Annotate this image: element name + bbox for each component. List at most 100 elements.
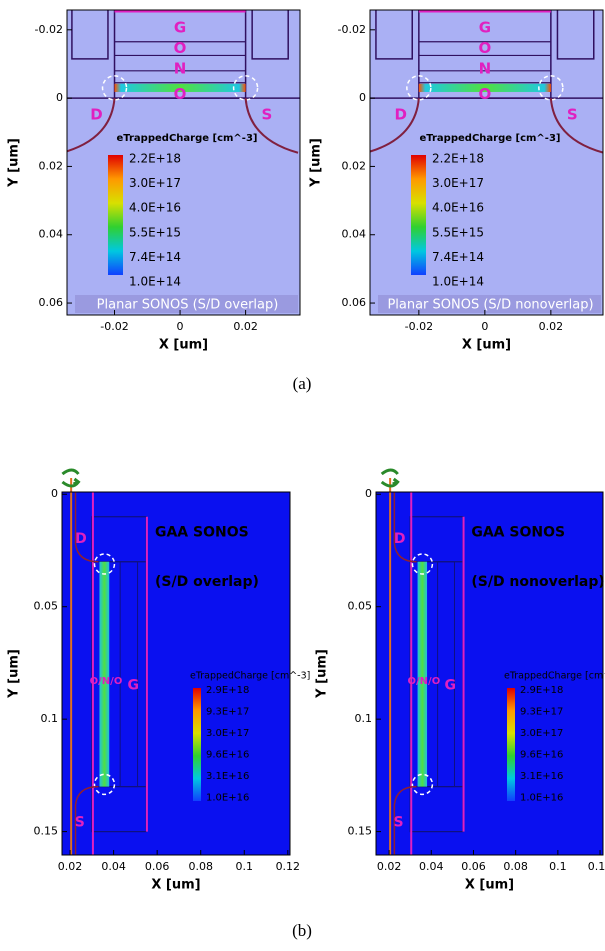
- y-tick-label: 0.04: [39, 228, 64, 241]
- frame: [61, 491, 291, 856]
- y-tick-label: -0.02: [35, 23, 63, 36]
- trapped-charge: [417, 561, 428, 787]
- colorbar: [193, 688, 201, 801]
- x-tick-label: 0.12: [276, 860, 301, 873]
- region-label: S: [261, 106, 272, 124]
- colorbar-label: 3.0E+17: [206, 728, 249, 739]
- x-tick-label: 0.08: [503, 860, 528, 873]
- spacer: [556, 10, 595, 60]
- y-axis-label: Y [um]: [309, 138, 324, 188]
- panel-title: Planar SONOS (S/D nonoverlap): [387, 298, 593, 313]
- highlight: [538, 75, 564, 101]
- region-label: D: [90, 106, 102, 124]
- colorbar-label: 9.3E+17: [520, 707, 563, 718]
- x-tick-label: 0.1: [549, 860, 567, 873]
- background: [370, 10, 603, 315]
- y-tick-label: 0.02: [39, 159, 64, 172]
- panel-title: GAA SONOS: [471, 524, 565, 540]
- colorbar-label: 7.4E+14: [129, 250, 181, 264]
- highlight: [232, 75, 259, 101]
- x-axis-label: X [um]: [159, 338, 208, 353]
- frame: [375, 491, 604, 856]
- region-label: O: [478, 85, 491, 103]
- colorbar-label: 1.0E+16: [206, 793, 249, 804]
- x-tick-label: 0.02: [58, 860, 83, 873]
- y-tick-label: 0.05: [348, 600, 373, 613]
- region-label: S: [394, 815, 404, 831]
- x-tick-label: 0.08: [188, 860, 213, 873]
- colorbar-label: 7.4E+14: [432, 250, 484, 264]
- colorbar-label: 3.0E+17: [432, 176, 484, 190]
- colorbar-title: eTrappedCharge [cm^-3]: [190, 671, 310, 682]
- junction: [67, 98, 116, 153]
- panel-title: (S/D nonoverlap): [471, 574, 604, 590]
- y-tick-label: 0.15: [34, 825, 59, 838]
- background: [376, 492, 603, 855]
- junction: [74, 492, 99, 563]
- x-tick-label: -0.02: [100, 320, 128, 333]
- x-tick-label: 0: [177, 320, 184, 333]
- x-axis-label: X [um]: [151, 878, 200, 893]
- region-label: O: [174, 85, 187, 103]
- highlight: [406, 75, 432, 101]
- rotation-arrow: [61, 468, 81, 488]
- colorbar-label: 3.0E+17: [520, 728, 563, 739]
- y-tick-label: 0: [359, 91, 366, 104]
- colorbar: [411, 155, 426, 275]
- junction: [393, 785, 417, 855]
- highlight: [411, 553, 434, 575]
- y-axis-label: Y [um]: [7, 649, 22, 699]
- region-label: S: [567, 106, 578, 124]
- region-label: G: [479, 19, 491, 37]
- y-tick-label: 0: [51, 487, 58, 500]
- region-label: D: [394, 531, 406, 547]
- y-axis-label: Y [um]: [7, 138, 22, 188]
- x-tick-label: 0.04: [101, 860, 126, 873]
- frame: [369, 9, 604, 316]
- region-label: D: [75, 531, 87, 547]
- y-tick-label: 0.1: [355, 712, 373, 725]
- region-label: O/N/O: [90, 676, 123, 687]
- region-label: G: [127, 677, 139, 693]
- colorbar-label: 9.3E+17: [206, 707, 249, 718]
- y-tick-label: 0.04: [342, 228, 367, 241]
- colorbar-label: 5.5E+15: [432, 225, 484, 239]
- colorbar: [108, 155, 123, 275]
- x-axis-label: X [um]: [462, 338, 511, 353]
- x-tick-label: 0.12: [588, 860, 605, 873]
- highlight: [101, 75, 128, 101]
- colorbar-label: 1.0E+14: [129, 275, 181, 289]
- x-tick-label: 0.1: [236, 860, 254, 873]
- region-label: D: [394, 106, 406, 124]
- panel-title: Planar SONOS (S/D overlap): [97, 298, 279, 313]
- colorbar-label: 2.2E+18: [129, 152, 181, 166]
- x-tick-label: 0.06: [461, 860, 486, 873]
- y-tick-label: -0.02: [338, 23, 366, 36]
- colorbar-label: 3.1E+16: [520, 771, 563, 782]
- spacer: [375, 10, 413, 60]
- colorbar-label: 2.9E+18: [206, 685, 249, 696]
- region-label: G: [174, 19, 186, 37]
- colorbar: [507, 688, 515, 801]
- panel-title: (S/D overlap): [155, 574, 259, 590]
- spacer: [71, 10, 109, 60]
- colorbar-label: 4.0E+16: [129, 201, 181, 215]
- plot-area: D G O/N/O S: [62, 492, 290, 855]
- region-label: O: [478, 39, 491, 57]
- colorbar-title: eTrappedCharge [cm^-3]: [420, 133, 561, 144]
- trapped-charge: [99, 561, 110, 787]
- y-tick-label: 0.1: [41, 712, 59, 725]
- caption: (a): [293, 374, 312, 393]
- y-tick-label: 0: [56, 91, 63, 104]
- colorbar-label: 9.6E+16: [206, 750, 249, 761]
- highlight: [93, 553, 116, 575]
- region-label: N: [479, 60, 492, 78]
- y-tick-label: 0.15: [348, 825, 373, 838]
- x-tick-label: 0.02: [233, 320, 258, 333]
- junction: [549, 98, 603, 154]
- x-tick-label: 0.02: [539, 320, 564, 333]
- y-tick-label: 0: [365, 487, 372, 500]
- y-axis-label: Y [um]: [315, 649, 330, 699]
